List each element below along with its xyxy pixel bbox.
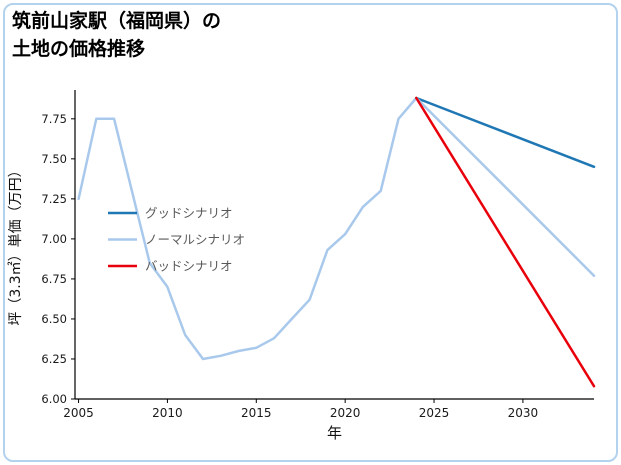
x-tick-label: 2025 xyxy=(419,406,450,420)
chart-title-line2: 土地の価格推移 xyxy=(12,37,146,60)
y-tick-label: 6.50 xyxy=(41,312,67,326)
legend-label-good: グッドシナリオ xyxy=(145,206,233,221)
y-tick-label: 6.25 xyxy=(41,352,67,366)
y-tick-label: 6.00 xyxy=(41,392,67,406)
x-tick-label: 2015 xyxy=(241,406,272,420)
legend-label-bad: バッドシナリオ xyxy=(145,259,233,274)
x-axis-label: 年 xyxy=(327,424,342,442)
x-tick-label: 2030 xyxy=(508,406,539,420)
chart-title: 筑前山家駅（福岡県）の 土地の価格推移 xyxy=(12,8,221,63)
x-tick-label: 2020 xyxy=(330,406,361,420)
series-line-good xyxy=(415,96,596,169)
y-tick-label: 7.00 xyxy=(41,232,67,246)
series-line-normal xyxy=(415,96,596,277)
y-tick-label: 6.75 xyxy=(41,272,67,286)
chart-title-line1: 筑前山家駅（福岡県）の xyxy=(12,10,222,32)
y-tick-label: 7.50 xyxy=(41,152,67,166)
legend-label-normal: ノーマルシナリオ xyxy=(145,232,245,247)
x-tick-label: 2005 xyxy=(63,406,94,420)
y-tick-label: 7.75 xyxy=(41,112,67,126)
series-line-bad xyxy=(415,96,596,388)
y-tick-label: 7.25 xyxy=(41,192,67,206)
x-tick-label: 2010 xyxy=(152,406,183,420)
series-line-history xyxy=(77,96,418,361)
y-axis-label: 坪（3.3㎡）単価（万円） xyxy=(8,163,24,325)
